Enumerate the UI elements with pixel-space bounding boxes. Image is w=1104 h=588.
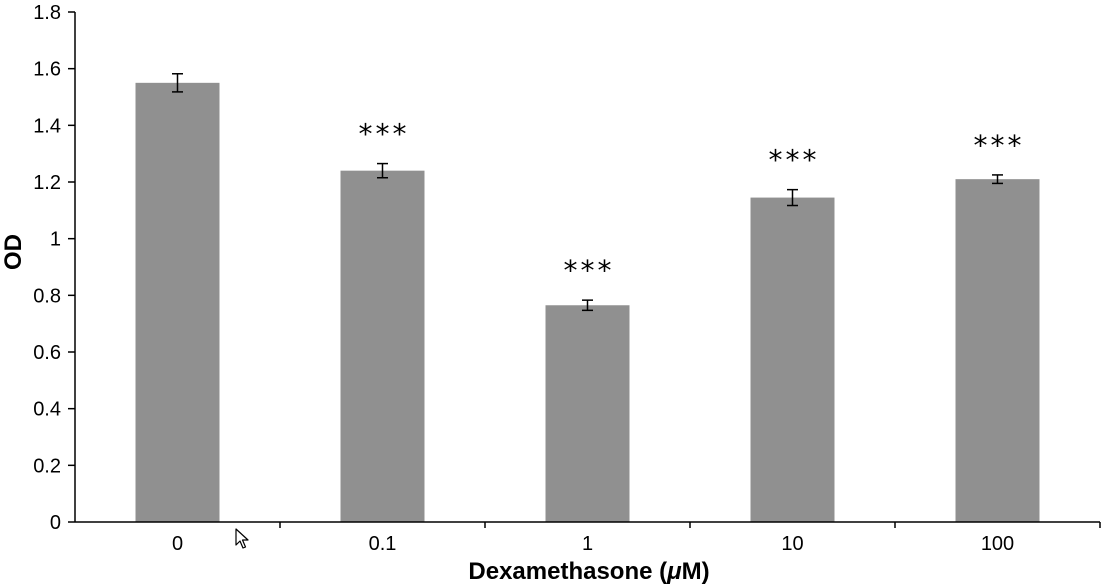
y-tick-label: 0.6 (33, 342, 61, 364)
x-axis-title-prefix: Dexamethasone ( (468, 558, 667, 585)
x-tick-label: 1 (582, 533, 593, 555)
x-axis-title-suffix: M) (682, 558, 710, 585)
error-bars-layer (172, 73, 1003, 312)
x-axis-title-mu: μ (666, 558, 682, 585)
error-bar-100 (992, 174, 1003, 185)
significance-marker-1: *** (564, 254, 615, 287)
y-tick-label: 0.4 (33, 399, 61, 421)
bars-layer (135, 82, 1040, 523)
error-bar-0.1 (377, 162, 388, 179)
x-ticks-layer: 0 0.1 1 10 100 (172, 522, 1101, 555)
significance-marker-0.1: *** (359, 118, 410, 151)
x-tick-label: 100 (981, 533, 1014, 555)
mouse-cursor-icon (235, 528, 249, 549)
significance-layer: *** *** *** *** (359, 118, 1025, 288)
x-tick-label: 0 (172, 533, 183, 555)
y-tick-label: 0.2 (33, 455, 61, 477)
error-bar-0 (172, 73, 183, 93)
significance-marker-10: *** (769, 144, 820, 177)
y-tick-label: 1.8 (33, 2, 61, 24)
bar-100 (955, 179, 1040, 522)
bar-0 (135, 82, 220, 522)
y-axis-title: OD (0, 234, 27, 270)
y-tick-label: 1 (50, 229, 61, 251)
error-bar-1 (582, 299, 593, 312)
y-tick-label: 1.6 (33, 59, 61, 81)
significance-marker-100: *** (974, 129, 1025, 162)
bar-10 (750, 197, 835, 523)
y-tick-label: 1.4 (33, 115, 61, 137)
y-tick-label: 0.8 (33, 285, 61, 307)
y-ticks-layer: 0 0.2 0.4 0.6 0.8 1 1.2 1.4 1.6 1.8 (33, 2, 75, 534)
x-axis-title: Dexamethasone (μM) (468, 558, 709, 585)
error-bar-10 (787, 188, 798, 207)
bar-1 (545, 305, 630, 522)
x-tick-label: 10 (781, 533, 803, 555)
x-tick-label: 0.1 (369, 533, 397, 555)
y-tick-label: 1.2 (33, 172, 61, 194)
y-tick-label: 0 (50, 512, 61, 534)
bar-0.1 (340, 170, 425, 522)
axes-layer (74, 12, 1100, 523)
